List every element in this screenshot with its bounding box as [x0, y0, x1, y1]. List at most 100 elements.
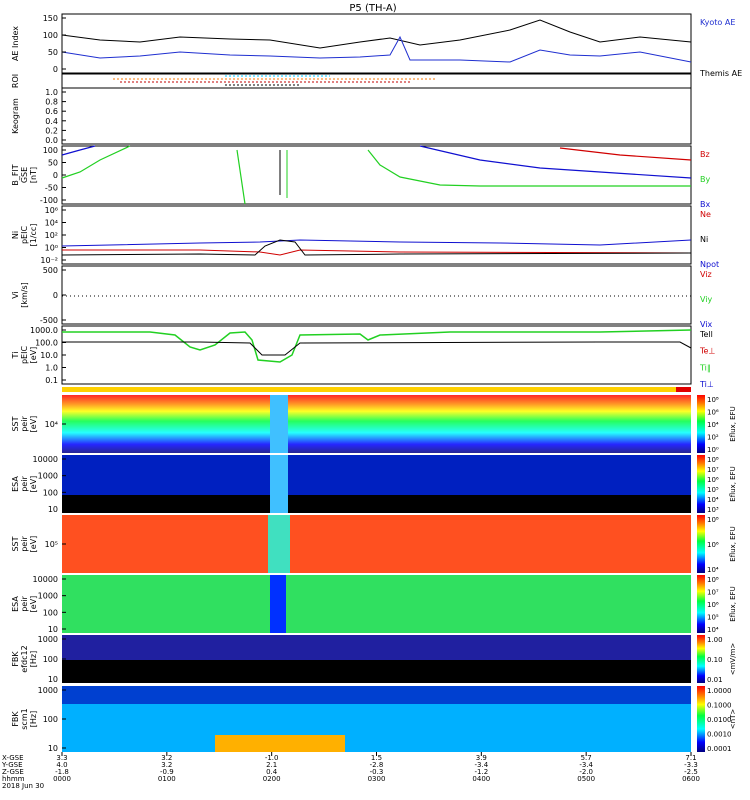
- kyoto-ae-line: [61, 19, 692, 49]
- colorbar-tick: 10⁶: [707, 409, 719, 417]
- bfit-by-recovery: [367, 149, 691, 187]
- colorbar-tick: 10⁸: [707, 516, 719, 524]
- panel-label-line: [km/s]: [20, 282, 29, 308]
- ae-panel-frame: [61, 13, 692, 74]
- panel-label-line: Keogram: [11, 98, 20, 134]
- panel-label-line: SST: [11, 416, 20, 431]
- colorbar-label: <nT>: [729, 709, 737, 730]
- colorbar-tick: 10⁸: [707, 456, 719, 464]
- ytick-label: 50: [48, 48, 58, 57]
- colorbar-tick: 10⁴: [707, 421, 719, 429]
- ytick-label: 10⁰: [45, 244, 58, 253]
- xtick-label-x_gse: 3.3: [56, 754, 67, 762]
- panel-label-line: [Hz]: [29, 711, 38, 727]
- panel-label-line: FBK: [11, 711, 20, 727]
- esa-e-low: [62, 495, 691, 513]
- vi-panel-frame: [61, 265, 692, 325]
- panel-label-line: efdc12: [20, 645, 29, 672]
- ytick-label: 0.6: [45, 107, 58, 116]
- colorbar-tick: 10⁶: [707, 541, 719, 549]
- colorbar-label: <mV/m>: [729, 643, 737, 676]
- fbk-b-high: [62, 686, 691, 704]
- ytick-label: 1.0: [45, 88, 58, 97]
- sst-e-spectrogram: [62, 395, 691, 453]
- colorbar-tick: 0.0100: [707, 716, 732, 724]
- ytick-label: 10000: [33, 455, 58, 464]
- ni-ni-line: [61, 239, 692, 256]
- panel-label-line: SST: [11, 536, 20, 551]
- panel-label-line: GSE: [20, 167, 29, 183]
- colorbar-tick: 10⁸: [707, 396, 719, 404]
- ytick-label: 0: [53, 65, 58, 74]
- panel-label-roi: ROI: [11, 74, 20, 88]
- themis-ae-line: [61, 35, 692, 63]
- panel-label-ae: AE Index: [11, 26, 20, 61]
- colorbar-tick: 10⁴: [707, 496, 719, 504]
- ytick-label: 10⁵: [45, 540, 58, 549]
- colorbar-tick: 1.0000: [707, 687, 732, 695]
- colorbar-sst-i: [697, 515, 705, 573]
- xtick-label-x_gse: 5.7: [581, 754, 592, 762]
- ti-panel-frame: [61, 325, 692, 385]
- panel-label-esa_i: ESA peir [eV]: [11, 596, 38, 613]
- roi-panel-frame: [61, 73, 692, 89]
- ti-tell-line: [62, 341, 692, 356]
- panel-label-line: [nT]: [29, 167, 38, 183]
- xtick-label-y_gse: -3.4: [474, 761, 488, 769]
- plot-title: P5 (TH-A): [349, 3, 396, 14]
- panel-label-keogram: Keogram: [11, 98, 20, 134]
- panel-label-line: ROI: [11, 74, 20, 88]
- legend-entry: Tell: [699, 330, 713, 339]
- xtick-label-x_gse: 7.1: [685, 754, 696, 762]
- ytick-label: -100: [40, 196, 58, 205]
- legend-entry: Viy: [700, 295, 713, 304]
- legend-entry: Viz: [700, 270, 712, 279]
- fbk-e-low: [62, 660, 691, 683]
- xtick-label-y_gse: 4.0: [56, 761, 67, 769]
- bfit-bx-recovery: [419, 145, 692, 179]
- bfit-bz-line: [559, 147, 692, 161]
- ytick-label: 0.2: [45, 126, 58, 135]
- panel-label-line: ESA: [11, 476, 20, 492]
- colorbar-tick: 10⁴: [707, 566, 719, 574]
- colorbar-tick: 10⁶: [707, 476, 719, 484]
- esa-i-spectrogram: [62, 575, 691, 633]
- xtick-label-hhmm: 0400: [472, 775, 490, 783]
- legend-entry: Bz: [700, 150, 710, 159]
- xaxis-date: 2018 Jun 30: [2, 782, 44, 790]
- xtick-label-x_gse: -1.0: [265, 754, 279, 762]
- ytick-label: 100: [43, 31, 58, 40]
- xtick-label-x_gse: 3.2: [161, 754, 172, 762]
- panel-label-line: AE Index: [11, 26, 20, 61]
- ytick-label: 100: [43, 608, 58, 617]
- panel-label-esa_e: ESA peir [eV]: [11, 476, 38, 493]
- ytick-label: 10: [48, 744, 58, 753]
- colorbar-tick: 10⁵: [707, 486, 719, 494]
- ytick-label: 10: [48, 505, 58, 514]
- ytick-label: 0.0: [45, 136, 58, 145]
- orbit-bar: [62, 387, 691, 392]
- legend-entry: Ni: [700, 235, 708, 244]
- ytick-label: 10: [48, 675, 58, 684]
- colorbar-tick: 0.01: [707, 676, 723, 684]
- fbk-b-burst: [215, 735, 345, 752]
- xtick-label-y_gse: 3.2: [161, 761, 172, 769]
- xtick-label-z_gse: -1.8: [55, 768, 69, 776]
- panel-label-line: B_FIT: [11, 164, 20, 185]
- panel-label-line: peir: [20, 596, 29, 612]
- colorbar-tick: 10⁶: [707, 601, 719, 609]
- xtick-label-x_gse: 3.9: [476, 754, 487, 762]
- panel-label-ni: Ni pEIC [1/cc]: [11, 224, 38, 247]
- legend-entry: Npot: [700, 260, 719, 269]
- xtick-label-hhmm: 0100: [158, 775, 176, 783]
- ytick-label: 0: [53, 171, 58, 180]
- ni-panel-frame: [61, 205, 692, 265]
- ytick-label: 100: [43, 715, 58, 724]
- keogram-panel-frame: [61, 87, 692, 145]
- ni-npot-line: [61, 239, 692, 247]
- colorbar-label: Eflux, EFU: [729, 406, 737, 441]
- legend-entry: Bx: [700, 200, 710, 209]
- panel-label-line: peir: [20, 416, 29, 432]
- xtick-label-y_gse: -3.3: [684, 761, 698, 769]
- xtick-label-z_gse: -2.5: [684, 768, 698, 776]
